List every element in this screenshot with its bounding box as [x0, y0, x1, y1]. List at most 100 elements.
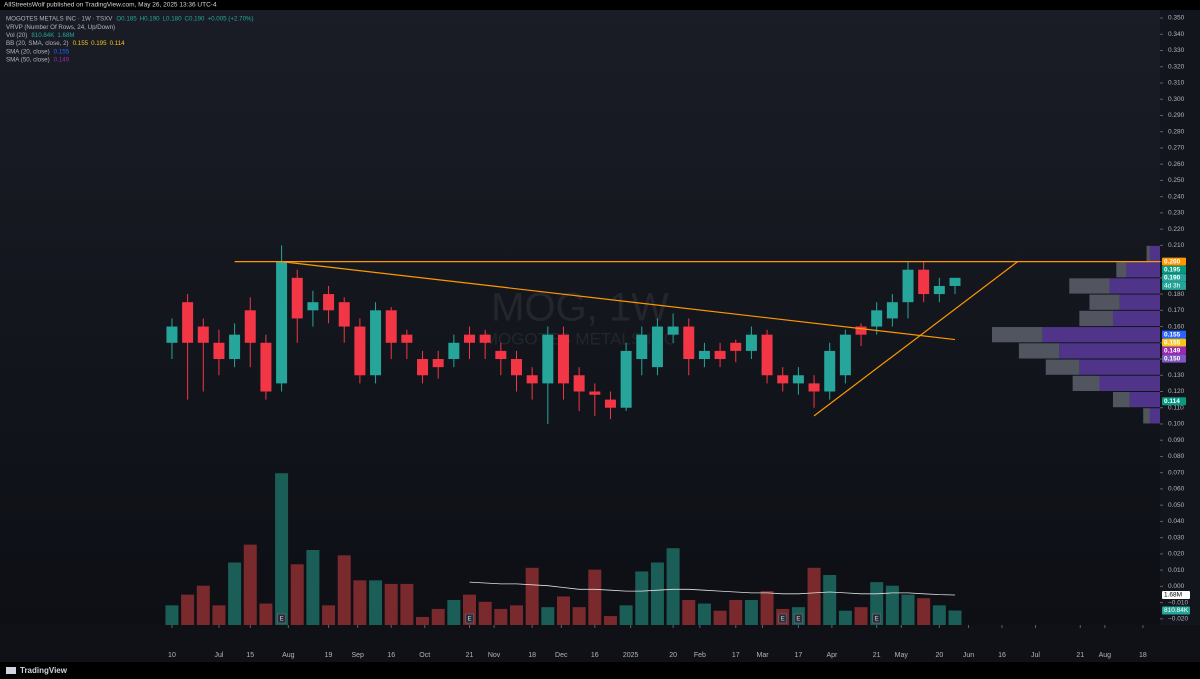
- candle-body: [651, 326, 663, 368]
- legend-value: O0.185: [116, 16, 137, 23]
- event-label: E: [280, 617, 284, 623]
- candle-body: [213, 342, 225, 360]
- y-tick-label: 0.110: [1168, 404, 1184, 411]
- y-tick-label: 0.280: [1168, 128, 1185, 135]
- candle-body: [417, 359, 429, 376]
- candle-body: [557, 334, 569, 384]
- y-tick-label: 0.170: [1168, 307, 1185, 314]
- candle-body: [792, 375, 804, 384]
- price-label: 0.195: [1164, 266, 1181, 273]
- y-tick-label: 0.210: [1168, 242, 1185, 249]
- legend-value: 0.114: [110, 40, 126, 47]
- candle-body: [573, 375, 585, 392]
- candle-body: [495, 350, 507, 360]
- event-marker: [465, 613, 474, 624]
- profile-up: [1149, 245, 1160, 262]
- y-tick-label: −0.020: [1168, 616, 1188, 623]
- y-tick-label: 0.310: [1168, 80, 1185, 87]
- profile-down: [1072, 375, 1100, 391]
- y-tick-label: 0.070: [1168, 469, 1185, 476]
- volume-bar: [290, 564, 304, 625]
- x-tick-label: Jun: [963, 652, 974, 659]
- profile-down: [1018, 343, 1060, 359]
- event-marker: [277, 613, 286, 624]
- x-tick-label: 20: [669, 652, 677, 659]
- volume-bar: [181, 594, 195, 625]
- x-tick-label: Sep: [351, 652, 364, 659]
- volume-bar: [400, 583, 414, 625]
- x-tick-label: 18: [1139, 652, 1147, 659]
- y-tick-label: 0.300: [1168, 96, 1185, 103]
- candle-body: [354, 326, 366, 376]
- volume-ma: [469, 581, 956, 596]
- price-label: 0.200: [1164, 258, 1181, 265]
- event-marker: [794, 613, 803, 624]
- volume-bar: [259, 603, 273, 625]
- volume-bar: [556, 596, 570, 625]
- volume-bar: [760, 591, 774, 625]
- volume-bar: [494, 608, 508, 625]
- candle-body: [824, 350, 836, 392]
- volume-bar: [854, 607, 868, 625]
- legend-value: L0.180: [163, 16, 182, 23]
- y-tick-label: 0.180: [1168, 291, 1185, 298]
- event-label: E: [781, 617, 785, 623]
- y-tick-label: 0.320: [1168, 63, 1185, 70]
- candle-body: [777, 375, 789, 384]
- trendline: [281, 260, 956, 341]
- volume-bar: [619, 605, 633, 625]
- candle-body: [260, 342, 272, 392]
- legend-name: VRVP (Number Of Rows, 24, Up/Down): [6, 24, 115, 31]
- header-bar: [0, 0, 1200, 10]
- volume-bar: [682, 600, 696, 625]
- price-label: 0.155: [1164, 331, 1181, 338]
- volume-bar: [729, 600, 743, 625]
- candle-body: [714, 350, 726, 360]
- x-tick-label: Mar: [756, 652, 769, 659]
- profile-up: [1149, 408, 1160, 424]
- price-label: 0.114: [1164, 398, 1180, 405]
- y-tick-label: −0.010: [1168, 599, 1188, 606]
- y-tick-label: 0.020: [1168, 551, 1185, 558]
- brand: TradingView: [20, 666, 68, 675]
- volume-bar: [416, 616, 430, 625]
- volume-bar: [337, 555, 351, 625]
- profile-down: [1079, 310, 1113, 327]
- candle-body: [182, 302, 194, 343]
- x-tick-label: 21: [1076, 652, 1084, 659]
- profile-down: [1045, 359, 1080, 375]
- volume-bar: [807, 567, 821, 625]
- candle-body: [839, 334, 851, 376]
- profile-up: [1059, 343, 1160, 359]
- x-tick-label: Nov: [488, 652, 501, 659]
- legend-value: C0.190: [185, 16, 206, 23]
- price-axis: [1160, 0, 1200, 640]
- volume-bar: [885, 585, 899, 625]
- candle-body: [197, 326, 209, 343]
- volume-bar: [932, 605, 946, 625]
- x-tick-label: 10: [168, 652, 176, 659]
- x-tick-label: Aug: [1099, 652, 1112, 659]
- candle-body: [464, 334, 476, 343]
- volume-bar: [948, 610, 962, 625]
- watermark-subtitle: MOGOTES METALS INC: [484, 329, 676, 348]
- candle-body: [385, 310, 397, 343]
- candle-body: [526, 375, 538, 384]
- x-tick-label: Apr: [826, 652, 838, 659]
- x-tick-label: Oct: [419, 652, 430, 659]
- x-tick-label: 16: [998, 652, 1006, 659]
- volume-bar: [431, 608, 445, 625]
- volume-bar: [603, 616, 617, 625]
- candle-body: [636, 334, 648, 360]
- candle-body: [698, 350, 710, 360]
- x-tick-label: 21: [466, 652, 474, 659]
- countdown: 4d 3h: [1164, 283, 1181, 290]
- plot-background: [0, 0, 1160, 625]
- y-tick-label: 0.270: [1168, 145, 1185, 152]
- candle-body: [432, 359, 444, 368]
- profile-down: [1112, 391, 1130, 408]
- candle-body: [604, 399, 616, 408]
- volume-label-box: [1162, 606, 1190, 615]
- legend-value: H0.190: [140, 16, 161, 23]
